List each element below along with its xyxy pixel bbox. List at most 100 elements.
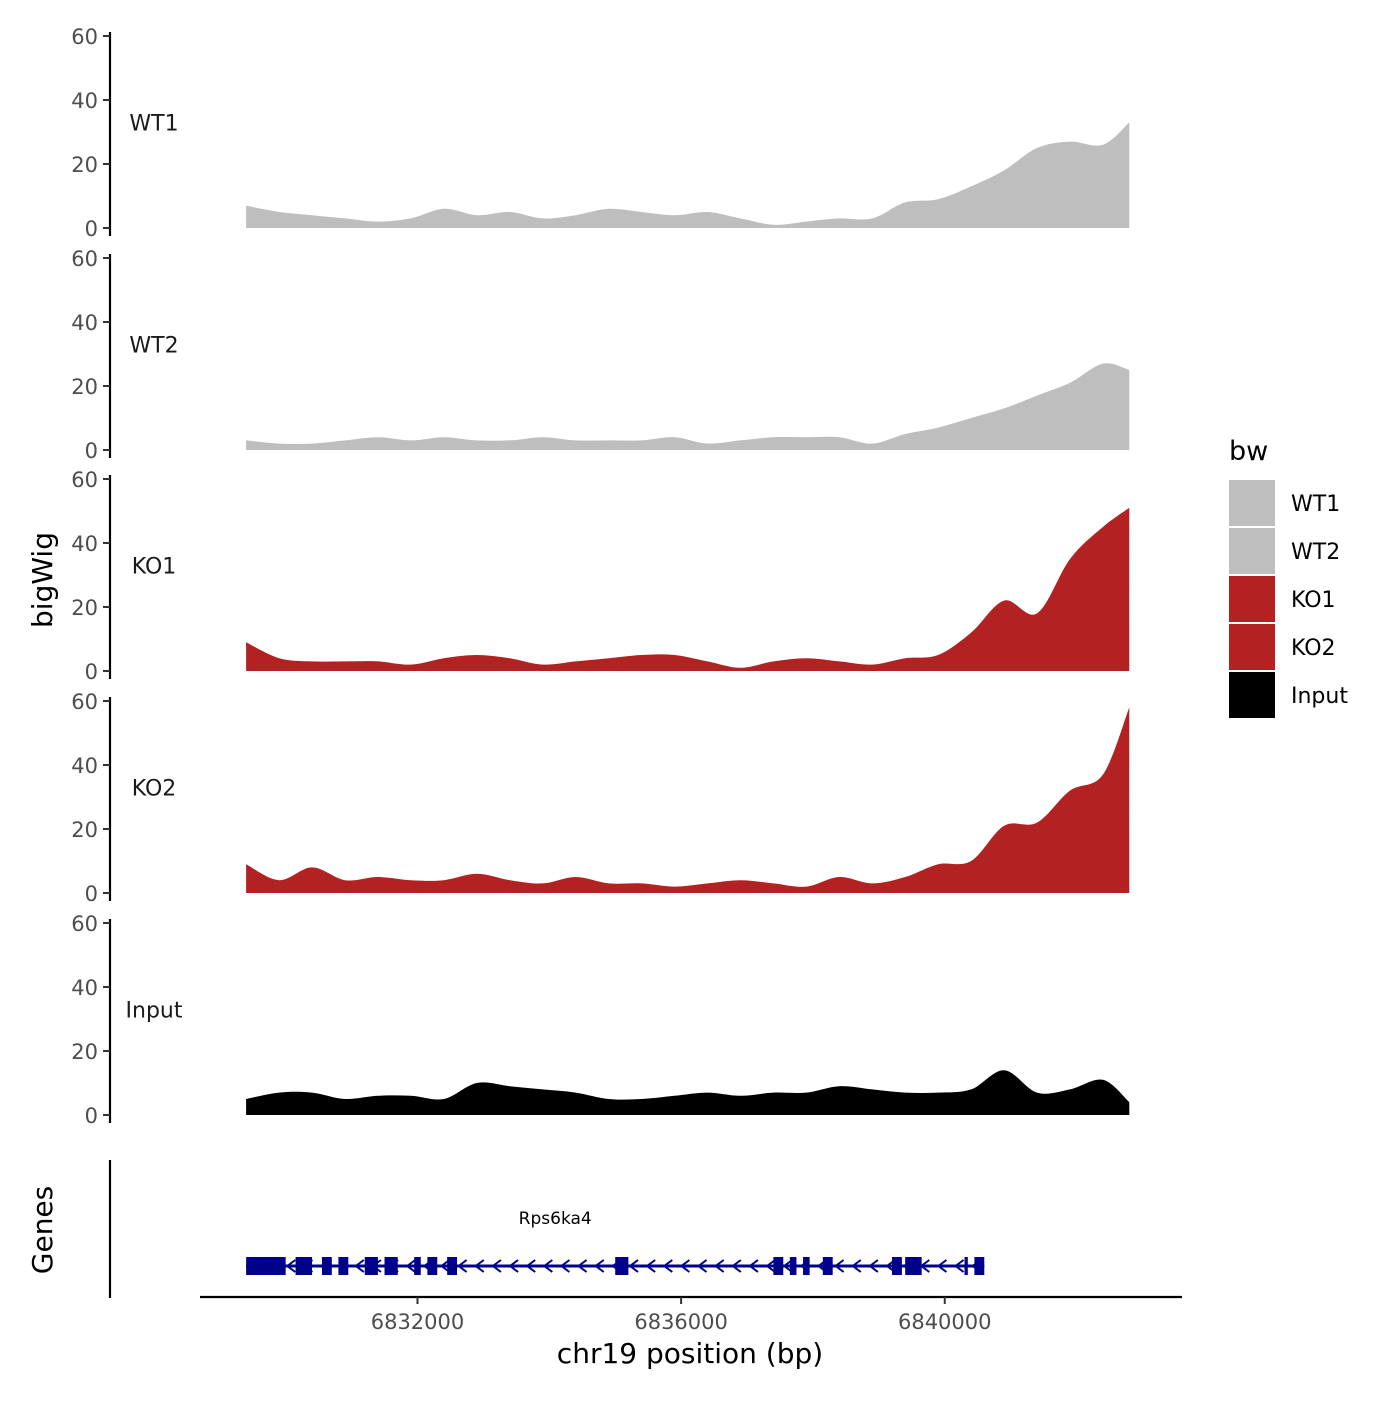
point-wt2-2 — [311, 442, 314, 445]
point-wt1-16 — [772, 223, 775, 226]
point-ko2-15 — [739, 879, 742, 882]
point-input-22 — [970, 1088, 973, 1091]
exon-2 — [321, 1257, 332, 1275]
point-ko2-17 — [805, 885, 808, 888]
point-ko2-12 — [640, 882, 643, 885]
y-tick-label-wt2-20: 20 — [71, 375, 98, 399]
point-input-4 — [376, 1094, 379, 1097]
x-axis: 6832000 6836000 6840000 — [200, 1295, 1182, 1334]
y-tick-label-wt2-40: 40 — [71, 311, 98, 335]
strand-arrow — [645, 1259, 656, 1273]
y-tick-label-ko2-40: 40 — [71, 754, 98, 778]
y-tick-label-input-60: 60 — [71, 912, 98, 936]
panel-label-wt1: WT1 — [129, 111, 178, 136]
point-wt1-10 — [574, 214, 577, 217]
point-wt1-13 — [673, 214, 676, 217]
point-ko2-20 — [904, 876, 907, 879]
point-wt1-6 — [442, 207, 445, 210]
point-ko1-27 — [1128, 506, 1131, 509]
exon-15 — [905, 1257, 922, 1275]
strand-arrow — [731, 1259, 742, 1273]
point-wt2-12 — [640, 439, 643, 442]
y-tick-label-input-40: 40 — [71, 976, 98, 1000]
point-ko1-8 — [508, 657, 511, 660]
panel-label-wt2: WT2 — [129, 333, 178, 358]
gene-name-label: Rps6ka4 — [519, 1209, 592, 1229]
y-tick-label-ko1-40: 40 — [71, 532, 98, 556]
point-ko1-3 — [343, 660, 346, 663]
strand-arrow — [456, 1259, 468, 1273]
point-wt2-24 — [1036, 394, 1039, 397]
point-ko2-23 — [1003, 824, 1006, 827]
point-ko2-11 — [607, 882, 610, 885]
point-ko2-8 — [508, 879, 511, 882]
panel-label-ko2: KO2 — [132, 776, 177, 801]
point-wt2-20 — [904, 433, 907, 436]
point-ko1-0 — [245, 641, 248, 644]
point-wt2-6 — [442, 436, 445, 439]
exon-4 — [364, 1257, 378, 1275]
point-ko2-0 — [245, 863, 248, 866]
point-input-2 — [311, 1091, 314, 1094]
point-input-17 — [805, 1091, 808, 1094]
exon-0 — [246, 1257, 286, 1275]
exon-14 — [892, 1257, 902, 1275]
y-tick-label-wt1-40: 40 — [71, 89, 98, 113]
strand-arrow — [628, 1259, 639, 1273]
area-ko2 — [246, 707, 1130, 893]
point-input-8 — [508, 1085, 511, 1088]
point-ko1-24 — [1036, 612, 1039, 615]
point-input-25 — [1068, 1088, 1071, 1091]
strand-arrow — [765, 1259, 776, 1273]
point-wt1-22 — [970, 185, 973, 188]
strand-arrow — [662, 1259, 673, 1273]
strand-arrow — [953, 1259, 965, 1273]
point-wt2-23 — [1003, 407, 1006, 410]
point-wt1-5 — [409, 217, 412, 220]
point-wt2-22 — [970, 417, 973, 420]
x-axis-title: chr19 position (bp) — [557, 1337, 823, 1370]
point-wt2-14 — [706, 442, 709, 445]
x-tick-label-6836000: 6836000 — [634, 1310, 728, 1334]
strand-arrow — [851, 1259, 862, 1273]
exon-1 — [295, 1257, 313, 1275]
point-input-6 — [442, 1098, 445, 1101]
point-ko2-25 — [1068, 789, 1071, 792]
point-wt2-0 — [245, 439, 248, 442]
strand-arrow — [474, 1259, 485, 1273]
point-wt2-13 — [673, 436, 676, 439]
track-panels: 0 20 40 60 WT1 0 20 40 60 WT2 0 20 40 60 KO1 0 20 40 60 KO2… — [71, 25, 1131, 1128]
point-input-18 — [838, 1085, 841, 1088]
point-wt2-1 — [278, 442, 281, 445]
point-ko2-14 — [706, 882, 709, 885]
point-ko1-16 — [772, 660, 775, 663]
panel-wt2: 0 20 40 60 WT2 — [71, 247, 1130, 463]
point-wt2-17 — [805, 436, 808, 439]
exon-17 — [974, 1257, 985, 1275]
strand-arrow — [714, 1259, 725, 1273]
point-ko1-18 — [838, 660, 841, 663]
point-input-20 — [904, 1091, 907, 1094]
point-wt1-7 — [475, 214, 478, 217]
strand-arrow — [936, 1259, 948, 1273]
area-ko1 — [246, 507, 1130, 671]
legend-label-ko1: KO1 — [1291, 588, 1336, 613]
point-wt1-0 — [245, 204, 248, 207]
point-wt1-15 — [739, 217, 742, 220]
point-input-15 — [739, 1094, 742, 1097]
point-input-0 — [245, 1098, 248, 1101]
panel-label-ko1: KO1 — [132, 554, 177, 579]
point-ko1-4 — [376, 660, 379, 663]
point-wt1-14 — [706, 211, 709, 214]
point-wt2-25 — [1068, 381, 1071, 384]
point-wt2-7 — [475, 439, 478, 442]
legend-label-wt1: WT1 — [1291, 492, 1340, 517]
point-ko1-7 — [475, 654, 478, 657]
point-ko2-18 — [838, 876, 841, 879]
strand-arrow — [748, 1259, 759, 1273]
point-input-27 — [1128, 1101, 1131, 1104]
x-tick-label-6840000: 6840000 — [898, 1310, 992, 1334]
point-wt1-1 — [278, 211, 281, 214]
point-input-11 — [607, 1098, 610, 1101]
